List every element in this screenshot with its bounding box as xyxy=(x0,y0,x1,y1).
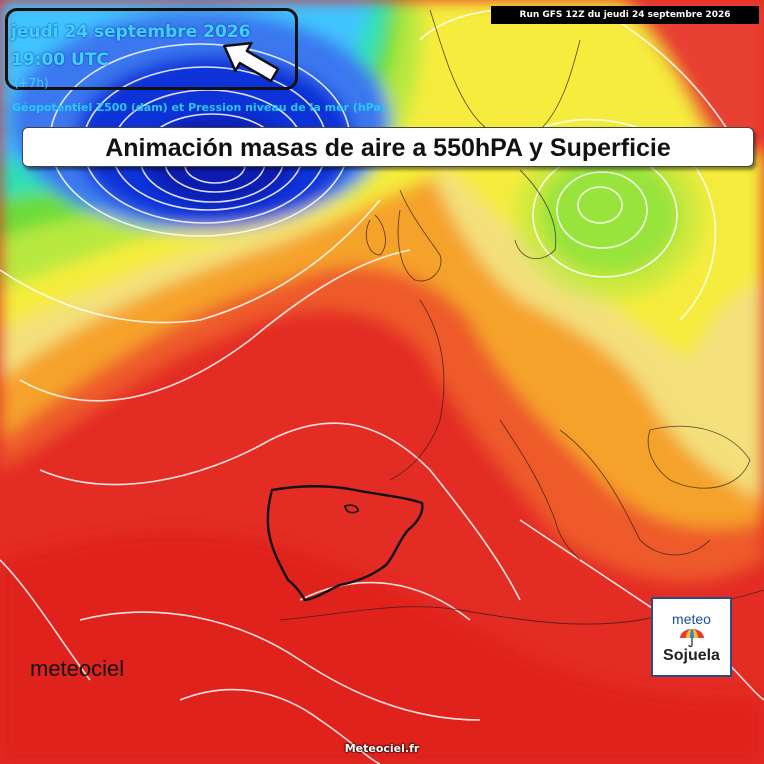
isobar-long-3 xyxy=(39,422,521,601)
logo-top-text: meteo xyxy=(672,611,711,627)
coast-baltic xyxy=(514,169,557,260)
title-banner: Animación masas de aire a 550hPA y Super… xyxy=(22,127,754,167)
isobar-south-2 xyxy=(299,581,471,621)
isobar-south-4 xyxy=(179,688,381,764)
map-subtitle: Géopotentiel Z500 (dam) et Pression nive… xyxy=(12,101,386,114)
coast-france xyxy=(389,299,445,481)
meteo-sojuela-logo: meteo Sojuela xyxy=(651,597,732,677)
isobar-long-2 xyxy=(19,249,411,402)
coast-balkans xyxy=(559,429,711,556)
run-banner: Run GFS 12Z du jeudi 24 septembre 2026 xyxy=(491,6,759,24)
isobar-east-2 xyxy=(556,171,648,249)
date-box xyxy=(5,8,298,90)
umbrella-icon xyxy=(680,629,704,648)
logo-bottom-text: Sojuela xyxy=(663,647,720,664)
band-deep-red xyxy=(0,531,764,764)
balearic-outline xyxy=(344,504,359,514)
pointer-arrow-icon xyxy=(223,41,280,83)
coast-italy xyxy=(499,419,581,561)
isobar-long-1 xyxy=(0,199,381,324)
iberia-outline xyxy=(266,485,424,602)
isobar-east-1 xyxy=(577,186,623,224)
isobar-west-1 xyxy=(0,559,91,681)
coast-ireland xyxy=(366,214,386,256)
lead-time: (+7h) xyxy=(14,76,49,90)
band-north-red xyxy=(620,0,764,159)
coast-uk xyxy=(397,189,442,282)
date-line: jeudi 24 septembre 2026 xyxy=(11,22,251,42)
meteociel-watermark: meteociel xyxy=(30,656,125,681)
isobar-south-1 xyxy=(79,611,481,721)
coast-black-sea xyxy=(647,425,751,489)
credit-text: Meteociel.fr xyxy=(344,742,420,755)
time-line: 19:00 UTC xyxy=(11,50,109,70)
